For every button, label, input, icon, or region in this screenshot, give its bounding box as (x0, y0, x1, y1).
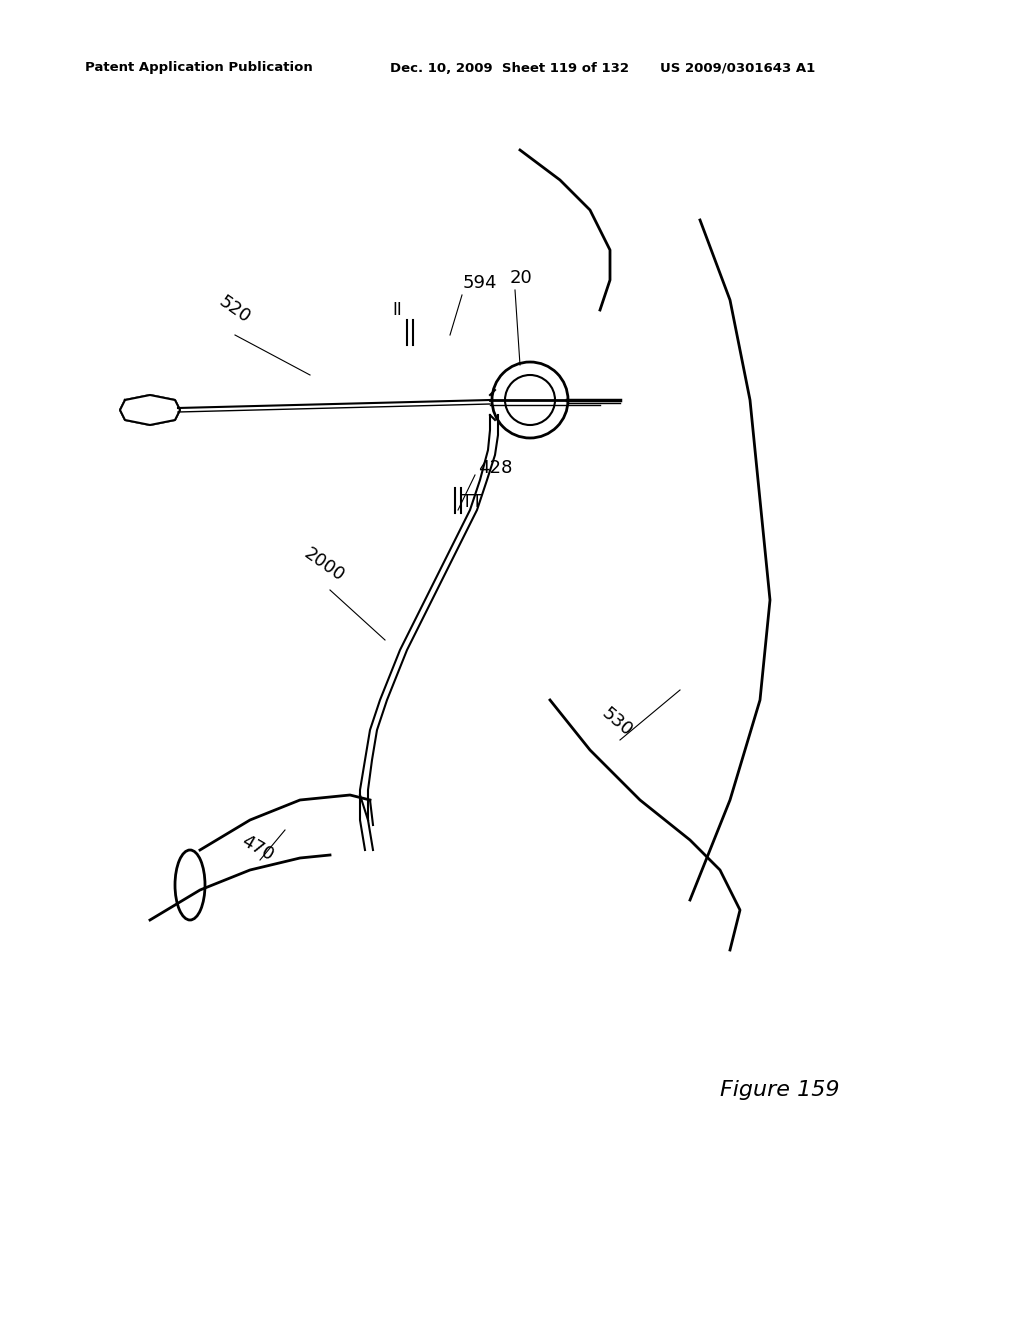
Text: US 2009/0301643 A1: US 2009/0301643 A1 (660, 62, 815, 74)
Text: II: II (392, 301, 401, 319)
Text: 520: 520 (215, 293, 253, 327)
Text: TT: TT (462, 492, 482, 511)
Text: 470: 470 (238, 832, 276, 865)
Text: 530: 530 (598, 704, 636, 741)
Text: Dec. 10, 2009  Sheet 119 of 132: Dec. 10, 2009 Sheet 119 of 132 (390, 62, 629, 74)
Text: Figure 159: Figure 159 (720, 1080, 840, 1100)
Polygon shape (120, 395, 180, 425)
Text: 20: 20 (510, 269, 532, 286)
Text: Patent Application Publication: Patent Application Publication (85, 62, 312, 74)
Text: 594: 594 (463, 275, 498, 292)
Text: 428: 428 (478, 459, 512, 477)
Text: 2000: 2000 (300, 545, 347, 585)
